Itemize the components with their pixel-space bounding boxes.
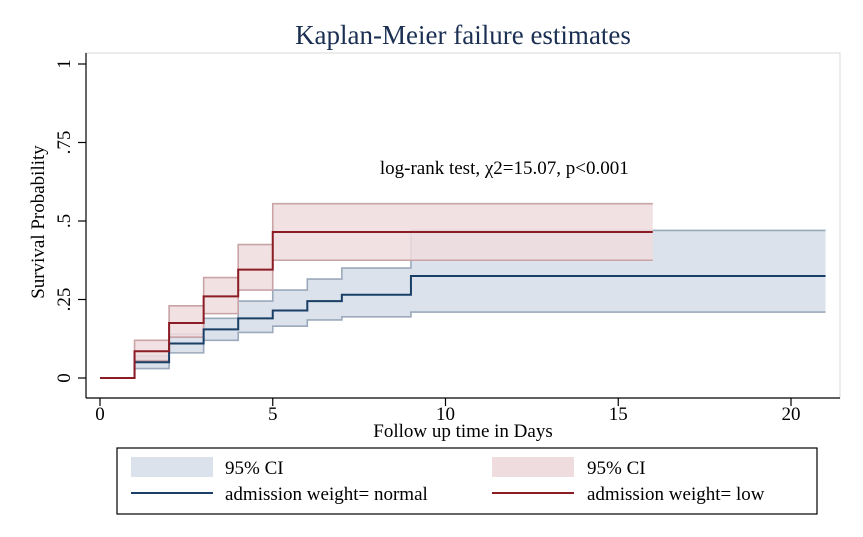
y-tick-label: 1: [54, 59, 75, 69]
legend-swatch-ci-normal: [131, 457, 213, 477]
legend-label-ci-normal: 95% CI: [225, 458, 284, 479]
y-ticks: 0 .25 .5 .75 1: [54, 59, 86, 383]
legend-label-ci-low: 95% CI: [587, 458, 646, 479]
y-tick-label: .75: [54, 131, 75, 155]
x-axis-label: Follow up time in Days: [373, 421, 552, 442]
ci-bands: [100, 202, 826, 379]
x-tick-label: 15: [609, 404, 628, 425]
x-tick-label: 10: [436, 404, 455, 425]
y-tick-label: .25: [54, 288, 75, 312]
legend: 95% CI 95% CI admission weight= normal a…: [116, 447, 818, 515]
ci-lower-normal: [100, 311, 826, 379]
ci-band-normal: [100, 230, 826, 378]
y-tick-label: .5: [54, 214, 75, 228]
legend-label-normal: admission weight= normal: [225, 484, 428, 505]
y-tick-label: 0: [54, 373, 75, 383]
legend-swatch-ci-low: [492, 457, 574, 477]
km-curve-normal: [100, 274, 826, 379]
legend-box: [116, 447, 818, 515]
x-tick-label: 20: [782, 404, 801, 425]
x-ticks: 0 5 10 15 20: [95, 398, 801, 425]
survival-curves: [100, 230, 826, 379]
km-curve-low: [100, 230, 653, 379]
x-tick-label: 5: [268, 404, 278, 425]
legend-label-low: admission weight= low: [587, 484, 765, 505]
chart-title: Kaplan-Meier failure estimates: [295, 20, 631, 50]
y-axis-label: Survival Probability: [28, 145, 49, 299]
logrank-annotation: log-rank test, χ2=15.07, p<0.001: [380, 158, 629, 179]
x-tick-label: 0: [95, 404, 105, 425]
